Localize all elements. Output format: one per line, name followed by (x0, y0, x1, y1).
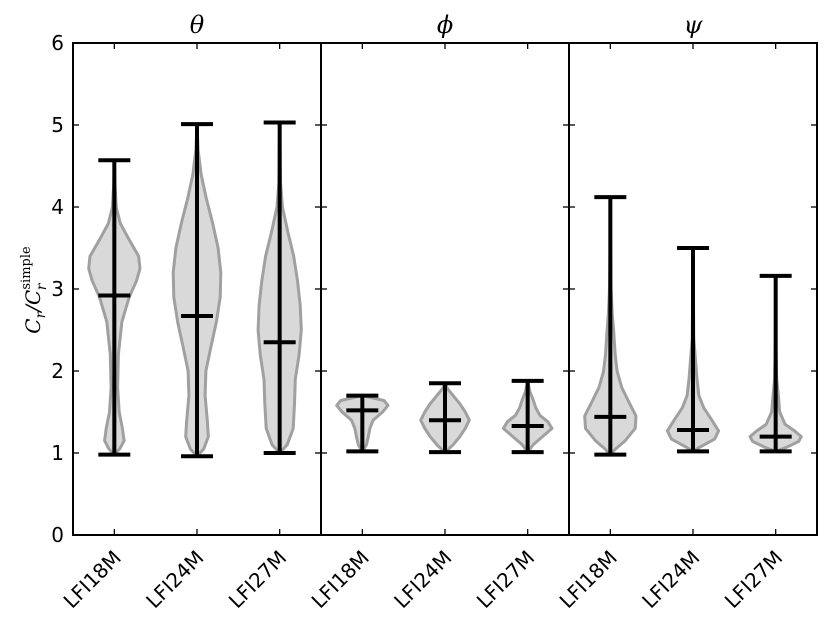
x-tick-label: LFI27M (720, 546, 787, 613)
panel: θ LFI18M LFI24M LFI27M (59, 11, 322, 613)
panel-frame (568, 42, 818, 536)
y-tick-label: 0 (51, 523, 64, 547)
x-tick-label: LFI18M (59, 546, 126, 613)
ylabel-sub-1: r (33, 310, 49, 318)
y-tick-labels: 0 1 2 3 4 5 6 (51, 31, 64, 547)
y-tick-label: 5 (51, 113, 64, 137)
ylabel-main-2: C (21, 290, 45, 305)
ylabel-slash: / (21, 303, 45, 314)
y-tick-label: 3 (51, 277, 64, 301)
y-tick-label: 6 (51, 31, 64, 55)
x-tick-label: LFI27M (224, 546, 291, 613)
ylabel-superscript: simple (19, 246, 34, 290)
panel: ψ LFI18M LFI24M LFI27M (555, 11, 818, 613)
svg-text:Cr/Csimpler: Cr/Csimpler (19, 246, 50, 334)
y-tick-label: 4 (51, 195, 64, 219)
ylabel-main-1: C (21, 318, 45, 333)
y-tick-label: 2 (51, 359, 64, 383)
panel-title: ϕ (437, 11, 453, 39)
panel: ϕ LFI18M LFI24M LFI27M (307, 11, 570, 613)
x-tick-label: LFI24M (141, 546, 208, 613)
ylabel-sub-2: r (34, 282, 50, 290)
y-axis-label: Cr/Csimpler (19, 246, 50, 334)
x-tick-label: LFI27M (472, 546, 539, 613)
panel-title: ψ (684, 11, 704, 39)
y-tick-label: 1 (51, 441, 64, 465)
panel-frame (320, 42, 570, 536)
x-tick-label: LFI18M (307, 546, 374, 613)
x-tick-label: LFI24M (637, 546, 704, 613)
x-tick-label: LFI18M (555, 546, 622, 613)
panel-title: θ (190, 11, 205, 39)
x-tick-label: LFI24M (389, 546, 456, 613)
